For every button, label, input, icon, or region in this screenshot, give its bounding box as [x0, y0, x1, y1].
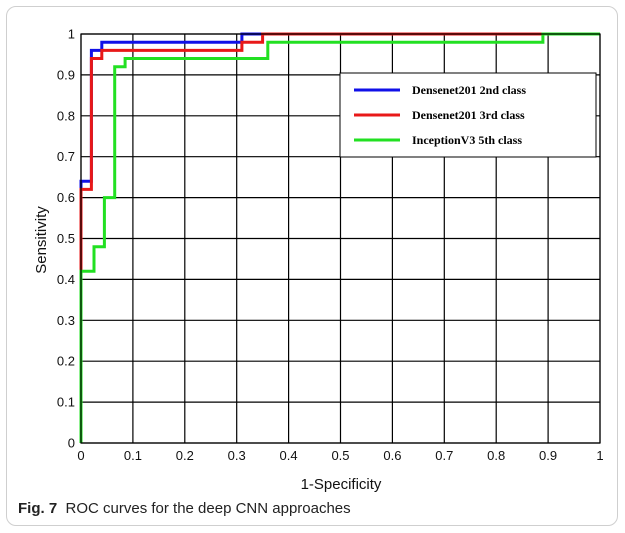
- x-tick-label: 0.3: [228, 448, 246, 463]
- series-lines: [79, 32, 600, 443]
- legend-label: Densenet201 3rd class: [412, 108, 525, 122]
- figure-caption: Fig. 7 ROC curves for the deep CNN appro…: [18, 500, 351, 517]
- y-tick-label: 0.2: [57, 354, 75, 369]
- y-tick-label: 0.5: [57, 231, 75, 246]
- x-tick-label: 0.6: [383, 448, 401, 463]
- x-tick-label: 0.7: [435, 448, 453, 463]
- legend-label: Densenet201 2nd class: [412, 83, 526, 97]
- y-axis-title: Sensitivity: [33, 206, 50, 274]
- y-tick-label: 0.9: [57, 67, 75, 82]
- y-tick-label: 0.8: [57, 108, 75, 123]
- legend-label: InceptionV3 5th class: [412, 133, 522, 147]
- x-tick-label: 0.4: [280, 448, 298, 463]
- x-tick-label: 0.8: [487, 448, 505, 463]
- y-tick-label: 0: [68, 436, 75, 451]
- y-tick-label: 0.6: [57, 190, 75, 205]
- x-tick-label: 0: [77, 448, 84, 463]
- x-tick-label: 0.5: [331, 448, 349, 463]
- roc-chart: 0 0.1 0.2 0.3 0.4 0.5 0.6 0.7 0.8 0.9 1 0 0.1 0.2 0.3…: [33, 27, 604, 494]
- legend: Densenet201 2nd class Densenet201 3rd cla…: [339, 72, 597, 158]
- series-line-3: [79, 32, 600, 443]
- x-axis-title: 1-Specificity: [301, 476, 382, 493]
- caption-text: ROC curves for the deep CNN approaches: [65, 500, 351, 517]
- x-tick-label: 0.9: [539, 448, 557, 463]
- x-tick-labels: 0 0.1 0.2 0.3 0.4 0.5 0.6 0.7 0.8 0.9 1: [77, 448, 603, 463]
- y-tick-label: 0.4: [57, 272, 75, 287]
- caption-label: Fig. 7: [18, 500, 58, 517]
- y-tick-labels: 0 0.1 0.2 0.3 0.4 0.5 0.6 0.7 0.8 0.9 1: [57, 27, 75, 451]
- y-tick-label: 0.3: [57, 313, 75, 328]
- y-tick-label: 1: [68, 27, 75, 42]
- y-tick-label: 0.1: [57, 395, 75, 410]
- x-tick-label: 1: [596, 448, 603, 463]
- x-tick-label: 0.2: [176, 448, 194, 463]
- series-line-2: [79, 32, 600, 443]
- plot-area-border: [80, 33, 601, 444]
- y-tick-label: 0.7: [57, 149, 75, 164]
- x-tick-label: 0.1: [124, 448, 142, 463]
